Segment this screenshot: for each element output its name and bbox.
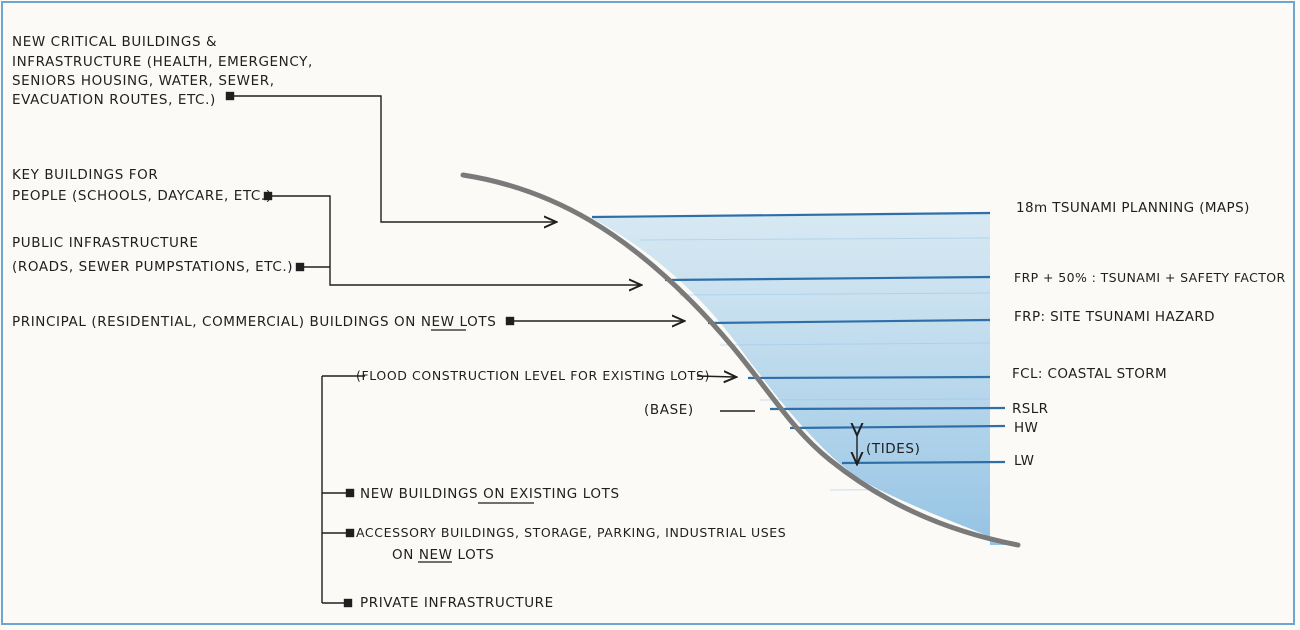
level-line-tsunami18 bbox=[591, 211, 991, 219]
level-line-frp50 bbox=[664, 275, 991, 282]
key-line-2: PEOPLE (SCHOOLS, DAYCARE, ETC.) bbox=[12, 188, 272, 204]
critical-line-1: NEW CRITICAL BUILDINGS & bbox=[12, 34, 217, 50]
critical-line-2: INFRASTRUCTURE (HEALTH, EMERGENCY, bbox=[12, 54, 313, 70]
connectors-upper bbox=[230, 96, 857, 463]
tsunami18-label: 18m TSUNAMI PLANNING (MAPS) bbox=[1016, 200, 1250, 216]
emphasis-underlines bbox=[418, 329, 534, 563]
level-line-hw bbox=[789, 424, 1006, 430]
principal-label: PRINCIPAL (RESIDENTIAL, COMMERCIAL) BUIL… bbox=[12, 314, 496, 330]
level-lines bbox=[591, 211, 1006, 465]
accessory-line-1: ACCESSORY BUILDINGS, STORAGE, PARKING, I… bbox=[356, 525, 786, 540]
rslr-label: RSLR bbox=[1012, 401, 1048, 417]
public-line-1: PUBLIC INFRASTRUCTURE bbox=[12, 235, 199, 251]
public-line-2: (ROADS, SEWER PUMPSTATIONS, ETC.) bbox=[12, 259, 293, 275]
accessory-line-2: ON NEW LOTS bbox=[392, 547, 494, 563]
level-line-fcl bbox=[747, 375, 991, 380]
critical-line-4: EVACUATION ROUTES, ETC.) bbox=[12, 92, 216, 108]
lw-label: LW bbox=[1014, 453, 1034, 469]
level-line-frp bbox=[707, 318, 991, 325]
fcl-existing-label: (FLOOD CONSTRUCTION LEVEL FOR EXISTING L… bbox=[356, 368, 710, 383]
hw-label: HW bbox=[1014, 420, 1038, 436]
level-line-rslr bbox=[769, 406, 1006, 411]
private-label: PRIVATE INFRASTRUCTURE bbox=[360, 595, 554, 611]
tides-label: (TIDES) bbox=[866, 441, 920, 457]
frp50-label: FRP + 50% : TSUNAMI + SAFETY FACTOR bbox=[1014, 270, 1286, 285]
base-label: (BASE) bbox=[644, 402, 694, 418]
critical-line-3: SENIORS HOUSING, WATER, SEWER, bbox=[12, 73, 275, 89]
key-line-1: KEY BUILDINGS FOR bbox=[12, 167, 158, 183]
water-strata bbox=[639, 237, 991, 491]
fcl-label: FCL: COASTAL STORM bbox=[1012, 366, 1167, 382]
frp-label: FRP: SITE TSUNAMI HAZARD bbox=[1014, 309, 1215, 325]
connectors-lower bbox=[321, 375, 365, 608]
level-line-lw bbox=[841, 460, 1006, 465]
new-existing-label: NEW BUILDINGS ON EXISTING LOTS bbox=[360, 486, 620, 502]
